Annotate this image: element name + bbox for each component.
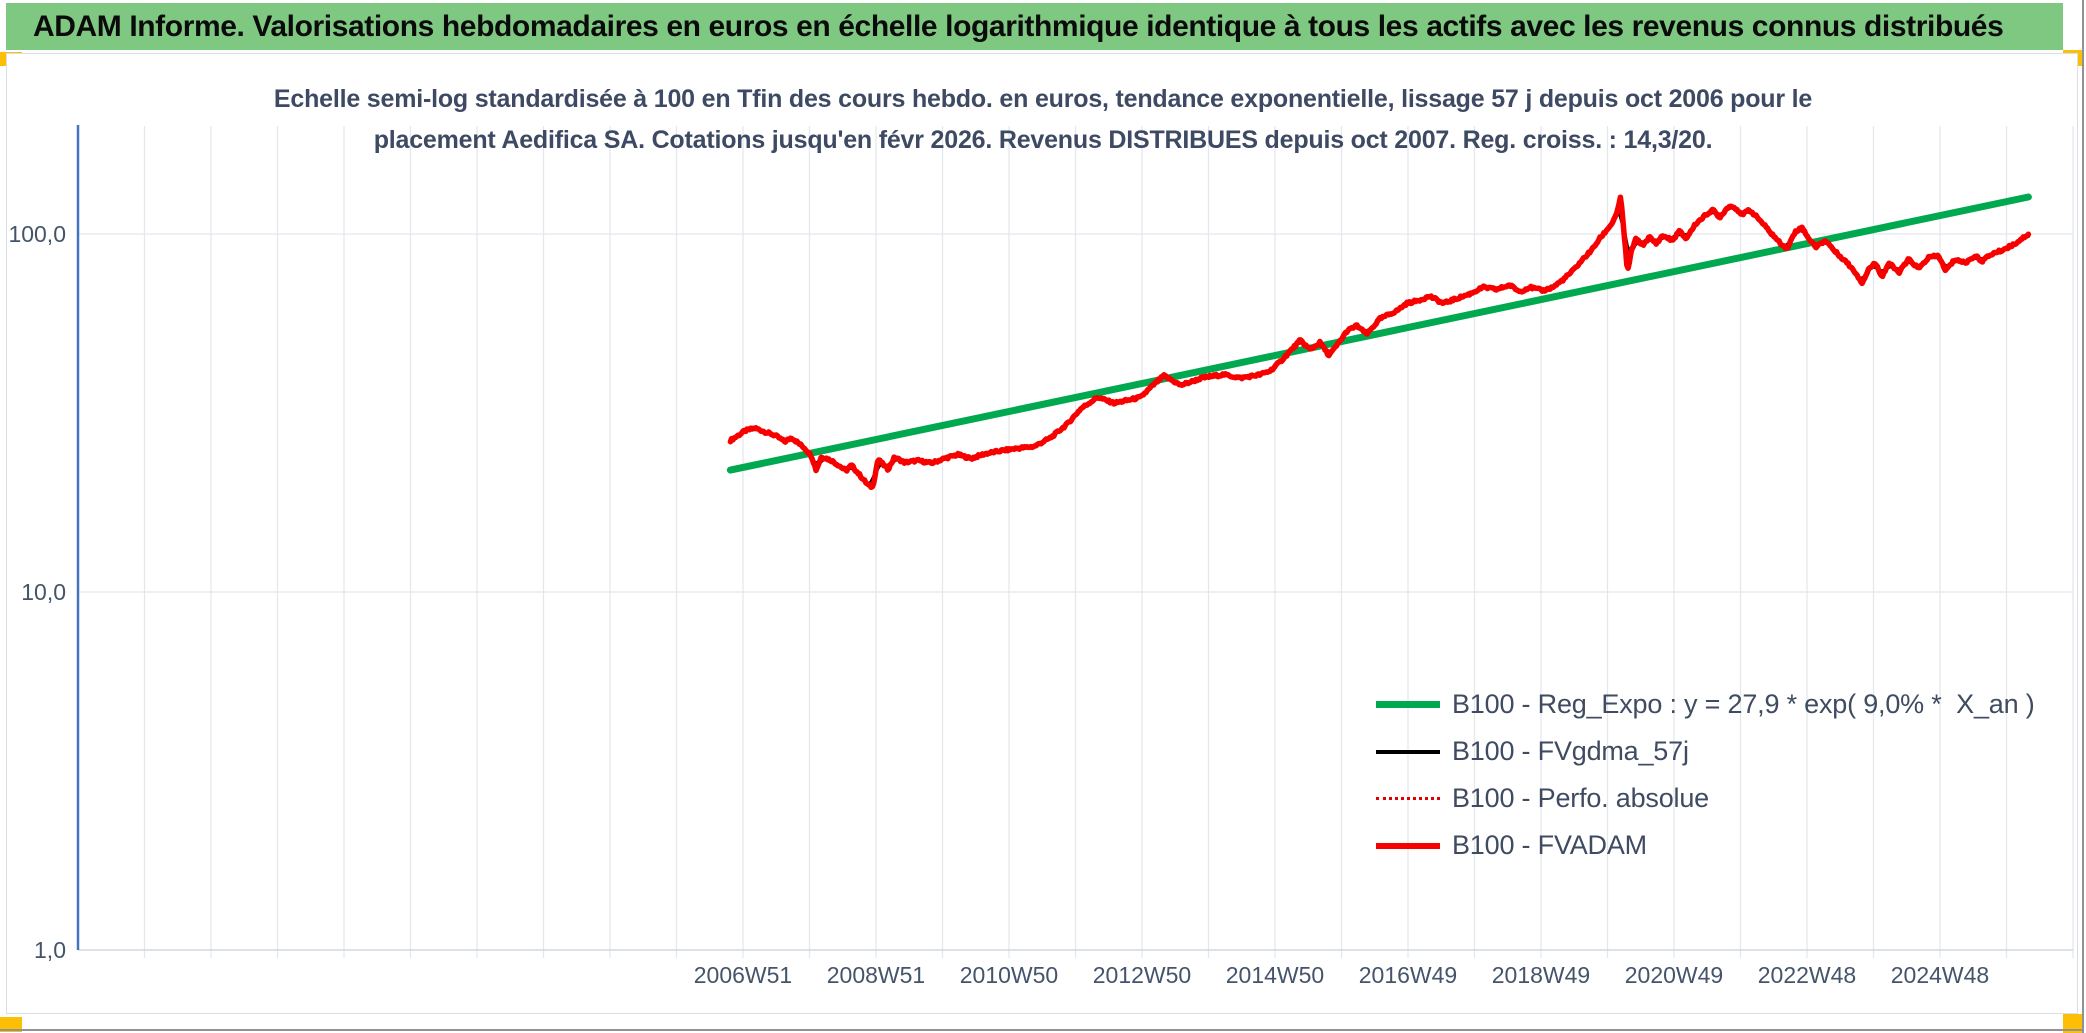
window-edge-bottom — [0, 1029, 2084, 1031]
cell-marker-bottom-right — [2063, 1014, 2082, 1033]
x-axis-tick-label: 2016W49 — [1359, 962, 1457, 988]
title-banner-cell[interactable]: ADAM Informe. Valorisations hebdomadaire… — [6, 3, 2063, 50]
chart-area[interactable] — [6, 53, 2078, 1014]
legend-sample-red-dotted-line — [1376, 797, 1440, 800]
y-axis-tick-label: 100,0 — [8, 221, 66, 247]
legend-item-perfo-absolue[interactable]: B100 - Perfo. absolue — [1376, 775, 2035, 822]
legend-sample-green-line — [1376, 701, 1440, 708]
legend-item-fvgdma[interactable]: B100 - FVgdma_57j — [1376, 728, 2035, 775]
series-line-b100-fvadam — [727, 194, 2032, 491]
legend-sample-black-line — [1376, 749, 1440, 754]
chart-title-line2: placement Aedifica SA. Cotations jusqu'e… — [373, 126, 1713, 154]
series-line-b100-reg-expo-y-27-9-exp-9-0-x-an- — [726, 193, 2032, 474]
x-axis-tick-label: 2022W48 — [1758, 962, 1856, 988]
chart-title-line1: Echelle semi-log standardisée à 100 en T… — [273, 85, 1813, 113]
legend-label: B100 - FVgdma_57j — [1452, 736, 1689, 766]
legend-sample-red-line — [1376, 842, 1440, 849]
legend-label: B100 - Perfo. absolue — [1452, 783, 1709, 813]
x-axis-tick-label: 2014W50 — [1226, 962, 1324, 988]
legend-label: B100 - Reg_Expo : y = 27,9 * exp( 9,0% *… — [1452, 689, 2035, 719]
x-axis-tick-label: 2006W51 — [694, 962, 792, 988]
y-axis-tick-label: 10,0 — [21, 579, 66, 605]
y-axis-tick-label: 1,0 — [34, 937, 66, 963]
x-axis-tick-label: 2018W49 — [1492, 962, 1590, 988]
legend-label: B100 - FVADAM — [1452, 830, 1647, 860]
legend-item-reg-expo[interactable]: B100 - Reg_Expo : y = 27,9 * exp( 9,0% *… — [1376, 681, 2035, 728]
title-banner-text: ADAM Informe. Valorisations hebdomadaire… — [33, 9, 2004, 43]
x-axis-tick-label: 2010W50 — [960, 962, 1058, 988]
x-axis-tick-label: 2024W48 — [1891, 962, 1989, 988]
legend: B100 - Reg_Expo : y = 27,9 * exp( 9,0% *… — [1376, 681, 2035, 869]
x-axis-tick-label: 2020W49 — [1625, 962, 1723, 988]
legend-item-fvadam[interactable]: B100 - FVADAM — [1376, 822, 2035, 869]
window-edge-right — [2082, 0, 2084, 1033]
cell-marker-bottom-left — [0, 1017, 22, 1032]
x-axis-tick-label: 2008W51 — [827, 962, 925, 988]
chart-title: Echelle semi-log standardisée à 100 en T… — [153, 79, 1933, 161]
x-axis-tick-label: 2012W50 — [1093, 962, 1191, 988]
